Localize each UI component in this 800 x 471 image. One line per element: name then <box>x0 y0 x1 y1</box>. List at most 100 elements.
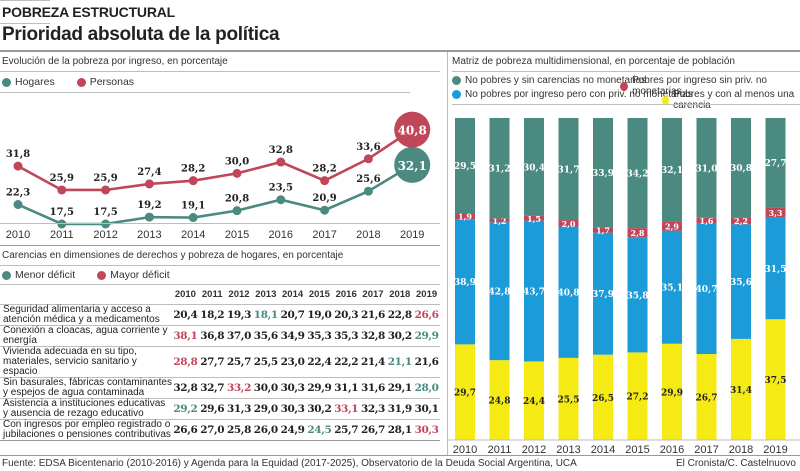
bar-teal-2013 <box>558 118 579 221</box>
label-personas-2015: 30,0 <box>225 156 249 167</box>
page-title: Prioridad absoluta de la política <box>2 24 280 45</box>
table-cell: 34,9 <box>279 324 306 346</box>
bar-x-tick-2010: 2010 <box>453 444 477 456</box>
bar-red-2017 <box>696 217 717 223</box>
bar-legend-4: Pobres y con al menos una carencia <box>662 89 800 111</box>
bar-legend-3: No pobres por ingreso pero con priv. no … <box>452 89 693 100</box>
bar-yellow-2012 <box>524 361 544 440</box>
table-cell: 30,1 <box>413 397 440 419</box>
table-corner <box>0 286 172 304</box>
line-chart-title-rule <box>0 71 440 72</box>
line-chart: 22,3 17,5 17,5 19,2 19,1 20,8 23,5 20,9 25,6 32,1… <box>6 111 431 241</box>
line-legend: Hogares Personas <box>2 76 134 88</box>
column-header-2015: 2015 <box>308 289 330 301</box>
table-cell: 25,7 <box>332 418 360 441</box>
table-cell: 23,0 <box>279 345 306 377</box>
bar-red-2010 <box>455 212 475 220</box>
bar-yellow-2014 <box>593 354 613 440</box>
bar-red-2018 <box>731 217 751 225</box>
bar-legend-1: No pobres y sin carencias no monetarias <box>452 75 646 86</box>
point-personas-2010 <box>13 161 23 171</box>
bar-label-teal-2012: 30,4 <box>523 163 545 173</box>
point-hogares-2017 <box>320 205 330 215</box>
label-hogares-2013: 19,2 <box>137 200 161 211</box>
point-hogares-2010 <box>13 200 23 210</box>
kicker: POBREZA ESTRUCTURAL <box>2 4 176 20</box>
table-cell: 22,8 <box>386 303 414 325</box>
table-cell: 27,7 <box>198 345 226 377</box>
table-cell: 30,2 <box>305 397 333 419</box>
table-cell: 29,0 <box>252 397 280 419</box>
bar-legend-rule <box>452 104 800 105</box>
bar-label-red-2018: 2,2 <box>734 216 748 226</box>
table-cell: 29,1 <box>386 376 414 398</box>
table-cell: 31,3 <box>225 397 253 419</box>
label-hogares-2018: 25,6 <box>356 174 380 185</box>
legend-hogares-label: Hogares <box>15 76 55 88</box>
line-legend-rule <box>0 92 410 93</box>
point-hogares-2011 <box>57 219 67 229</box>
bar-red-2019 <box>765 207 786 218</box>
table-cell: 26,0 <box>252 418 280 441</box>
legend-red-swatch <box>620 81 629 91</box>
bar-yellow-2016 <box>662 343 682 440</box>
point-hogares-2014 <box>188 213 198 223</box>
cell-max: 28,8 <box>172 345 199 377</box>
bar-x-tick-2017: 2017 <box>694 444 718 456</box>
table-cell: 35,3 <box>332 324 360 346</box>
cell-min: 21,1 <box>386 345 414 377</box>
table-cell: 29,6 <box>198 397 226 419</box>
cell-max: 38,1 <box>172 324 199 346</box>
table-cell: 22,4 <box>305 345 333 377</box>
bar-teal-2016 <box>662 118 682 222</box>
column-divider <box>447 52 448 456</box>
row-label: Sin basurales, fábricas contaminantes y … <box>0 376 172 398</box>
point-personas-2015 <box>232 168 242 178</box>
bar-label-yellow-2013: 25,5 <box>558 395 580 405</box>
bar-label-yellow-2015: 27,2 <box>627 393 649 403</box>
title-rule <box>0 50 800 52</box>
label-hogares-2015: 20,8 <box>225 194 249 205</box>
bar-red-2014 <box>593 227 613 233</box>
row-label: Conexión a cloacas, agua corriente y ene… <box>0 324 172 346</box>
x-tick-2015: 2015 <box>225 229 249 241</box>
legend-yellow-label: Pobres y con al menos una carencia <box>673 89 795 111</box>
bar-blue-2013 <box>558 226 579 358</box>
table-cell: 24,9 <box>279 418 306 441</box>
label-personas-2011: 25,9 <box>50 173 74 184</box>
bar-yellow-2010 <box>455 344 475 440</box>
bar-teal-2017 <box>696 118 717 218</box>
label-hogares-2016: 23,5 <box>269 183 293 194</box>
deficit-table: 2010 2011 2012 2013 2014 2015 2016 2017 2018 2019… <box>0 286 440 441</box>
bar-yellow-2011 <box>489 360 510 440</box>
bar-label-blue-2019: 31,5 <box>765 265 787 275</box>
bar-yellow-2015 <box>627 352 648 440</box>
row-label: Asistencia a instituciones educativas y … <box>0 397 172 419</box>
bar-legend-2: Pobres por ingreso sin priv. no monetari… <box>620 75 800 97</box>
table-cell: 25,8 <box>225 418 253 441</box>
bar-yellow-2017 <box>696 354 717 440</box>
table-cell: 28,1 <box>386 418 414 441</box>
point-hogares-2018 <box>363 186 373 196</box>
table-cell: 31,6 <box>359 376 387 398</box>
table-cell: 31,1 <box>332 376 360 398</box>
bar-blue-2017 <box>696 222 717 355</box>
bar-teal-2015 <box>627 118 648 229</box>
bar-x-tick-2014: 2014 <box>591 444 615 456</box>
bar-x-tick-2016: 2016 <box>660 444 684 456</box>
bar-label-red-2016: 2,9 <box>665 222 679 232</box>
bar-teal-2018 <box>731 118 751 218</box>
column-header-2016: 2016 <box>335 289 357 301</box>
point-personas-2012 <box>101 185 111 195</box>
bar-red-2012 <box>524 215 544 221</box>
table-cell: 20,7 <box>279 303 306 325</box>
table-cell: 30,0 <box>252 376 280 398</box>
bar-teal-2014 <box>593 118 613 228</box>
bar-yellow-2019 <box>765 319 786 440</box>
table-row: Asistencia a instituciones educativas y … <box>0 397 440 419</box>
row-label: Con ingresos por empleo registrado o jub… <box>0 418 172 441</box>
label-personas-2010: 31,8 <box>6 149 30 160</box>
bar-label-blue-2011: 42,8 <box>489 288 511 298</box>
bar-blue-2010 <box>455 219 475 345</box>
legend-teal-label: No pobres y sin carencias no monetarias <box>465 75 647 86</box>
